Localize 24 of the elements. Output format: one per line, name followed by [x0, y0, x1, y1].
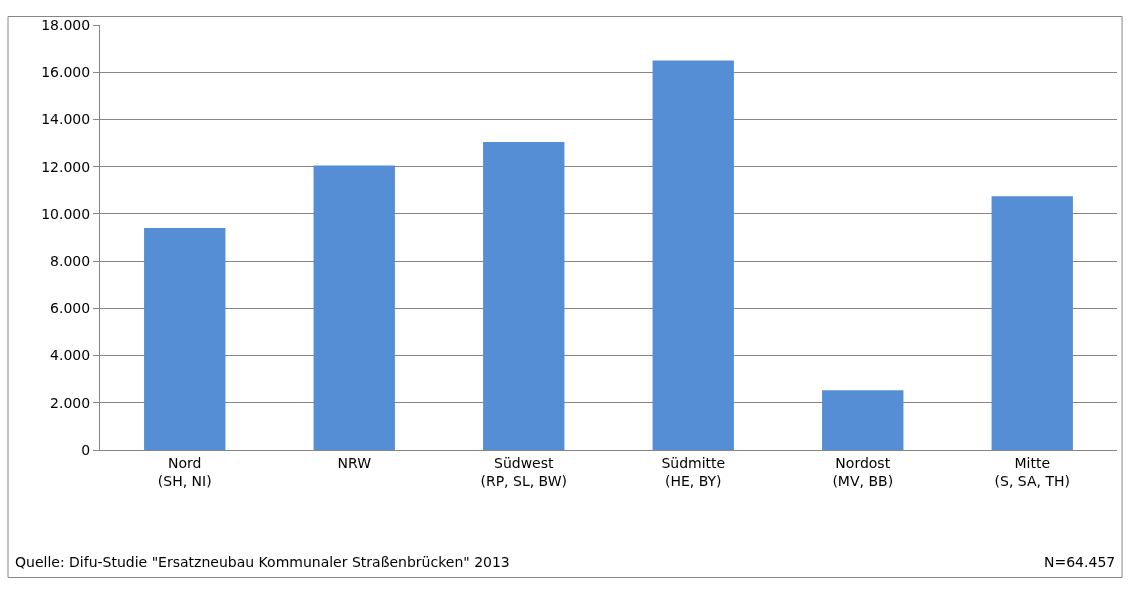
x-tick-label: Nordost (MV, BB) — [832, 454, 894, 489]
y-tick-label: 6.000 — [50, 300, 91, 317]
bar — [991, 196, 1073, 450]
y-tick-label: 10.000 — [41, 205, 91, 222]
x-tick-label: Mitte (S, SA, TH) — [994, 454, 1070, 489]
x-tick-label: Nord (SH, NI) — [157, 454, 212, 489]
text: N=64.457 — [1044, 554, 1116, 570]
bar — [483, 141, 565, 450]
bar — [313, 165, 395, 450]
x-tick-label: NRW — [337, 454, 372, 471]
y-tick-label: 16.000 — [41, 64, 91, 81]
bar — [652, 60, 734, 450]
y-tick-label: 18.000 — [41, 16, 91, 33]
x-tick-label: Südwest (RP, SL, BW) — [480, 454, 568, 489]
x-tick-label: Südmitte (HE, BY) — [661, 454, 726, 489]
bar — [822, 390, 904, 450]
y-tick-label: 4.000 — [50, 347, 91, 364]
bar — [144, 228, 226, 450]
y-tick-label: 0 — [81, 441, 91, 458]
y-tick-label: 2.000 — [50, 394, 91, 411]
y-tick-label: 14.000 — [41, 111, 91, 128]
y-tick-label: 12.000 — [41, 158, 91, 175]
y-tick-label: 8.000 — [50, 253, 91, 270]
source-note: Quelle: Difu-Studie "Ersatzneubau Kommunaler Straßenbrücken" 2013 — [15, 554, 510, 570]
